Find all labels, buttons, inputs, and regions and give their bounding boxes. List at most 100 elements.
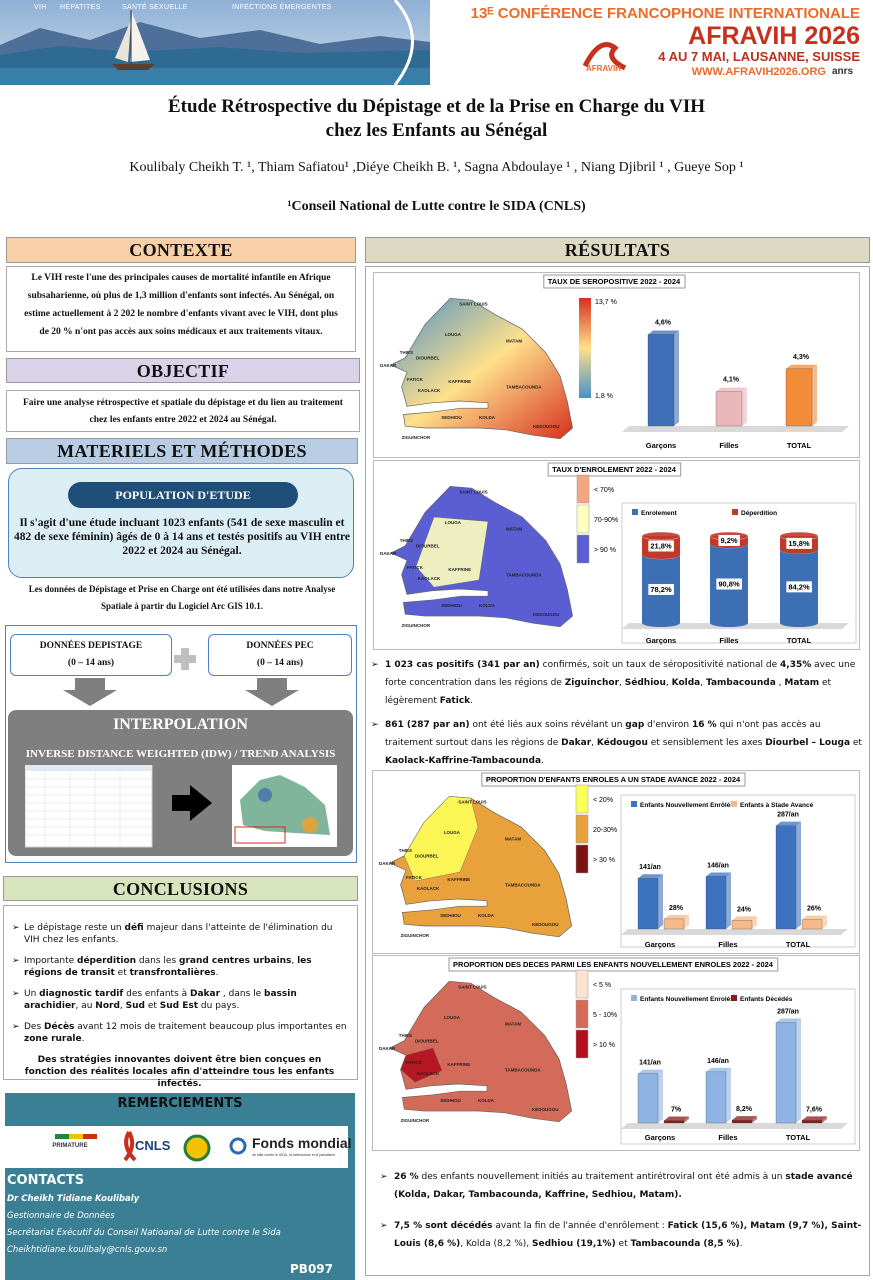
legend-label: < 70% <box>594 487 614 494</box>
bar-cap <box>642 619 680 627</box>
region-label: DIOURBEL <box>416 356 440 361</box>
region-label: THIES <box>400 350 413 355</box>
bar <box>775 825 797 930</box>
bar-side <box>742 387 747 426</box>
bold-text: 861 (287 par an) <box>385 720 470 730</box>
acknowledgements-heading: REMERCIEMENTS <box>117 1096 243 1111</box>
region-label: DAKAR <box>379 1046 396 1051</box>
text: et <box>144 1001 160 1011</box>
region-label: TAMBACOUNDA <box>506 572 542 577</box>
source-title: DONNÉES PEC <box>246 641 314 651</box>
value-label: 7,6% <box>806 1106 823 1113</box>
bar-side <box>674 330 679 426</box>
legend-swatch <box>576 474 590 504</box>
source-box: DONNÉES DEPISTAGE (0 – 14 ans) <box>10 634 172 676</box>
text: du pays. <box>198 1001 240 1011</box>
conclusion-item: Importante déperdition dans les grand ce… <box>12 955 347 979</box>
bold-text: 7,5 % sont décédés <box>394 1221 493 1231</box>
bold-text: Tambacounda (8,5 %) <box>630 1239 740 1249</box>
source-sub: (0 – 14 ans) <box>256 658 304 668</box>
region-label: MATAM <box>505 1022 521 1027</box>
text: et sensiblement les axes <box>647 738 766 748</box>
bar-side <box>684 914 689 929</box>
partner-logo: anrs <box>832 66 854 77</box>
value-label: 15,8% <box>788 539 810 548</box>
region-label: KOLDA <box>478 1098 495 1103</box>
region-label: KAFFRINE <box>447 877 470 882</box>
legend-swatch <box>575 1029 589 1059</box>
value-label: 4,6% <box>655 319 672 326</box>
region-label: SAINT LOUIS <box>459 302 488 307</box>
text: . <box>470 696 474 706</box>
bar-side <box>684 1116 689 1123</box>
legend-swatch <box>731 801 737 807</box>
conclusion-item: Le dépistage reste un défi majeur dans l… <box>12 922 347 946</box>
bar-top <box>664 914 689 919</box>
region-label: KAOLACK <box>417 1071 440 1076</box>
text: , <box>619 678 625 688</box>
afravih-logo: AFRAVIH <box>586 64 621 73</box>
region-label: KOLDA <box>479 603 496 608</box>
chart: TAUX D'ENROLEMENT 2022 - 2024 SAINT LOUIS… <box>380 462 857 645</box>
region-label: SEDHIOU <box>440 913 461 918</box>
legend-swatch <box>575 999 589 1029</box>
bar-top <box>706 872 731 877</box>
bold-text: Dakar <box>561 738 592 748</box>
section-heading: RÉSULTATS <box>365 237 870 263</box>
interpolation-illustration <box>25 765 337 848</box>
legend-swatch <box>732 509 738 515</box>
text: d'environ <box>644 720 692 730</box>
category-label: TOTAL <box>786 1133 811 1142</box>
bar-side <box>726 872 731 929</box>
title-line: Étude Rétrospective du Dépistage et de l… <box>167 96 706 117</box>
text: et <box>114 968 130 978</box>
region-label: THIES <box>399 848 412 853</box>
legend-swatch <box>731 995 737 1001</box>
legend-label: Enrolement <box>641 510 678 517</box>
bar-top <box>664 1116 689 1121</box>
region-label: LOUGA <box>444 1015 461 1020</box>
text: . <box>541 756 544 766</box>
region-label: KAFFRINE <box>448 567 471 572</box>
results-box <box>365 266 870 1276</box>
chart-panel: PROPORTION D'ENFANTS ENROLES A UN STADE … <box>372 770 860 954</box>
bold-text: les régions de transit <box>24 956 312 978</box>
bar-side <box>752 1116 757 1123</box>
region-label: FATICK <box>407 565 424 570</box>
logos <box>55 1131 247 1162</box>
region-label: KAFFRINE <box>448 379 471 384</box>
chart-title: PROPORTION DES DECES PARMI LES ENFANTS N… <box>453 960 774 969</box>
bar <box>637 878 659 930</box>
conclusion-final: Des stratégies innovantes doivent être b… <box>24 1055 335 1089</box>
value-label: 4,1% <box>723 377 740 384</box>
bold-text: 4,35% <box>780 660 812 670</box>
region-label: SAINT LOUIS <box>459 490 488 495</box>
region-label: ZIGUINCHOR <box>402 623 431 628</box>
chart-title-box <box>481 772 746 787</box>
category-label: TOTAL <box>786 940 811 949</box>
text: , <box>291 956 298 966</box>
title-line: chez les Enfants au Sénégal <box>325 120 548 141</box>
bold-text: Nord <box>95 1001 120 1011</box>
region-label: LOUGA <box>444 830 461 835</box>
bar-side <box>812 364 817 426</box>
legend-swatch <box>632 509 638 515</box>
category-label: Filles <box>718 940 737 949</box>
text: Importante <box>24 956 78 966</box>
region-label: SEDHIOU <box>441 603 462 608</box>
contact-role: Gestionnaire de Données <box>7 1211 115 1221</box>
value-label: 7% <box>671 1107 682 1114</box>
region-label: KAOLACK <box>418 576 441 581</box>
bar-cap <box>710 619 748 627</box>
interpolation-title: INTERPOLATION <box>113 716 248 733</box>
bold-text: diagnostic tardif <box>39 989 124 999</box>
objective-text: Faire une analyse rétrospective et spati… <box>6 390 360 432</box>
plot-frame <box>620 794 856 948</box>
bold-text: Dakar <box>190 989 221 999</box>
chart: PROPORTION DES DECES PARMI LES ENFANTS N… <box>379 957 856 1145</box>
bar-side <box>796 821 801 929</box>
poster-code: PB097 <box>290 1262 333 1276</box>
contact-name: Dr Cheikh Tidiane Koulibaly <box>7 1194 140 1204</box>
bold-text: Sédhiou <box>624 678 666 688</box>
